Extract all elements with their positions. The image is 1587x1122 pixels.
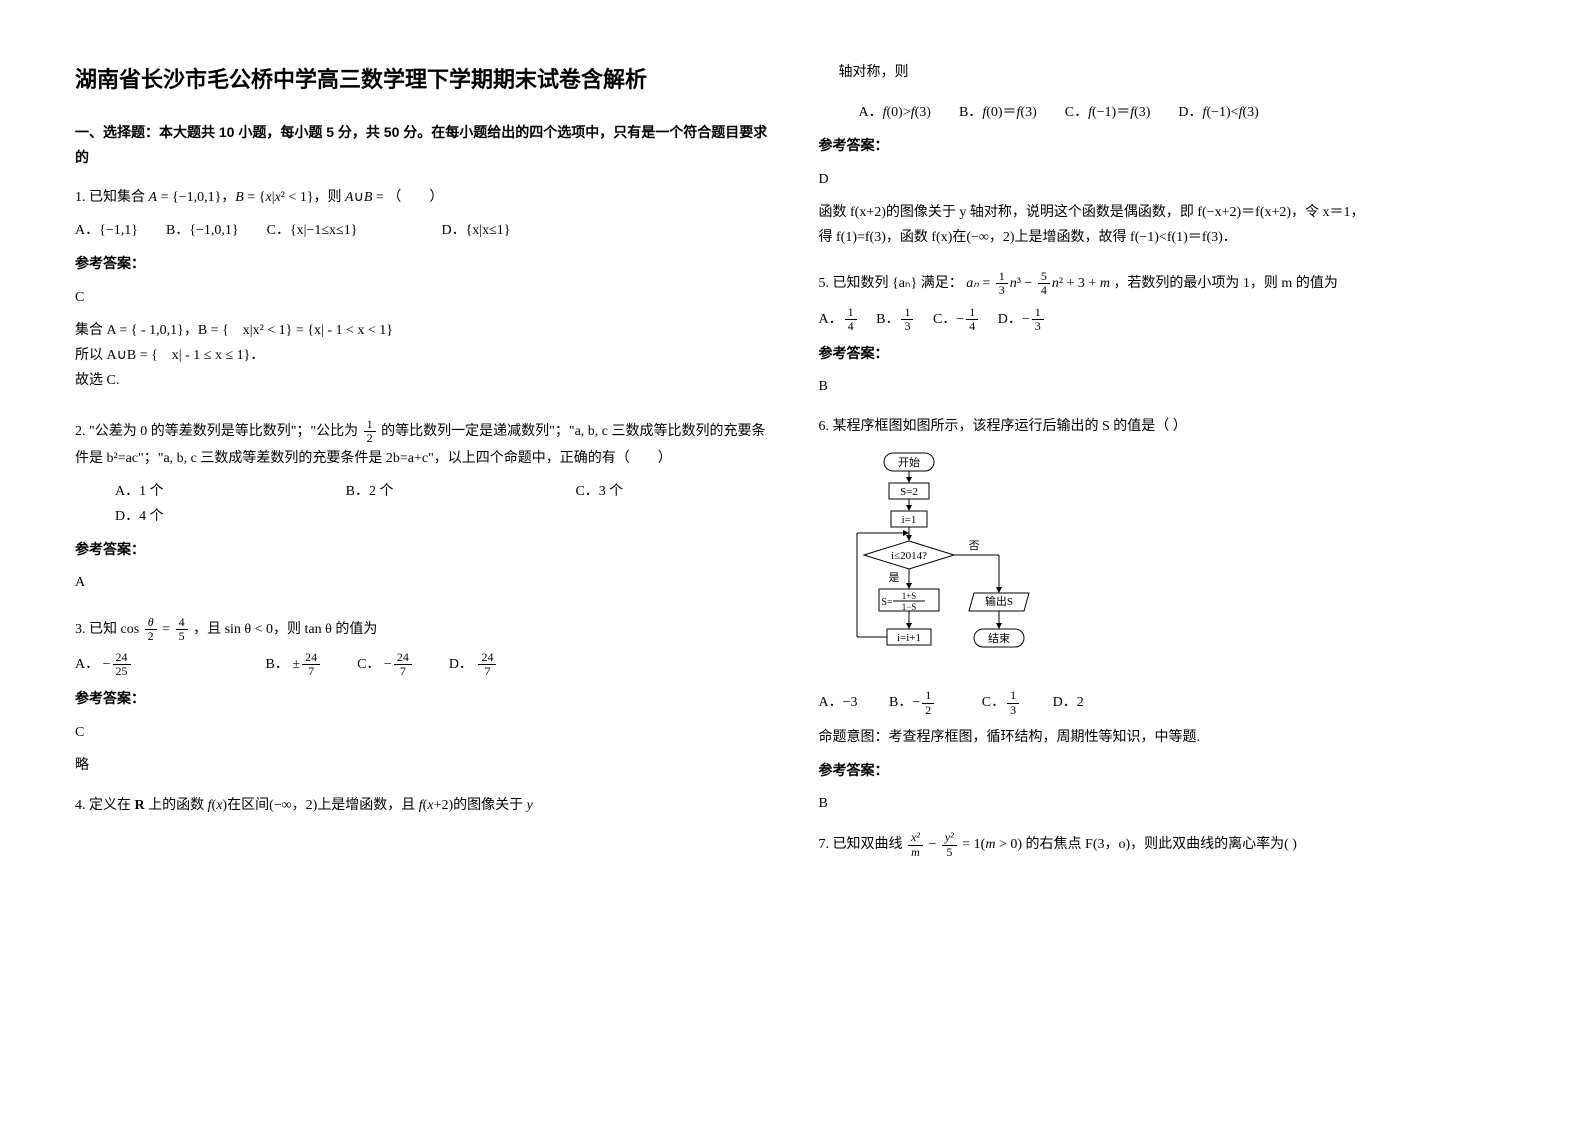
frac-2425-icon: 2425: [113, 651, 131, 678]
frac-14-icon: 14: [845, 306, 857, 333]
frac-13-icon: 13: [996, 270, 1008, 297]
svg-text:1+S: 1+S: [901, 591, 916, 601]
q3-options: A． −2425 B． ±247 C． −247 D． 247: [75, 651, 769, 678]
q6-opt-a: A．−3: [819, 695, 858, 710]
frac-13c-icon: 13: [1032, 306, 1044, 333]
fc-iinit: i=1: [901, 514, 916, 526]
frac-54-icon: 54: [1038, 270, 1050, 297]
q2-stem: 2. "公差为 0 的等差数列是等比数列"；"公比为 12 的等比数列一定是递减…: [75, 418, 769, 471]
frac-13d-icon: 13: [1007, 689, 1019, 716]
q5-options: A．14 B．13 C．−14 D．−13: [819, 306, 1513, 333]
q1-text: 1. 已知集合 A = {−1,0,1}，B = {x|x² < 1}，则 A∪…: [75, 190, 443, 205]
q6-answer-label: 参考答案：: [819, 758, 1513, 783]
fc-cond: i≤2014?: [891, 550, 927, 562]
frac-theta2-icon: θ2: [145, 616, 157, 643]
q3-opt-c: C．: [357, 657, 380, 672]
q1-answer: C: [75, 285, 769, 310]
q6-stem: 6. 某程序框图如图所示，该程序运行后输出的 S 的值是（ ）: [819, 414, 1513, 439]
fc-out: 输出S: [984, 594, 1012, 608]
fc-start: 开始: [898, 455, 920, 469]
q5-stem: 5. 已知数列 {aₙ} 满足： aₙ = 13n³ − 54n² + 3 + …: [819, 270, 1513, 297]
fc-end: 结束: [988, 632, 1010, 645]
svg-text:S=: S=: [881, 597, 893, 608]
q1-options: A．{−1,1} B．{−1,0,1} C．{x|−1≤x≤1} D．{x|x≤…: [75, 218, 769, 243]
q4-stem-left: 4. 定义在 R 上的函数 f(x)在区间(−∞，2)上是增函数，且 f(x+2…: [75, 793, 769, 818]
q3-opt-b: B．: [266, 657, 289, 672]
q6-note: 命题意图：考查程序框图，循环结构，周期性等知识，中等题.: [819, 725, 1513, 750]
q5-answer: B: [819, 374, 1513, 399]
q4-options: A．f(0)>f(3) B．f(0)＝f(3) C．f(−1)＝f(3) D．f…: [859, 100, 1513, 125]
frac-247a-icon: 247: [302, 651, 320, 678]
q4-exp1: 函数 f(x+2)的图像关于 y 轴对称，说明这个函数是偶函数，即 f(−x+2…: [819, 200, 1513, 225]
q3-text-a: 3. 已知 cos: [75, 622, 139, 637]
q3-opt-d: D．: [449, 657, 473, 672]
frac-12-icon: 12: [922, 689, 934, 716]
q3-exp: 略: [75, 753, 769, 778]
q6-options: A．−3 B．−12 C．13 D．2: [819, 689, 1513, 716]
q6-opt-c: C．: [982, 695, 1005, 710]
page-title: 湖南省长沙市毛公桥中学高三数学理下学期期末试卷含解析: [75, 60, 769, 100]
q3-text-b: ，且 sin θ < 0，则 tan θ 的值为: [193, 622, 377, 637]
frac-45-icon: 45: [176, 616, 188, 643]
frac-y25-icon: y²5: [942, 831, 957, 858]
q7-text-a: 7. 已知双曲线: [819, 837, 907, 852]
q6-answer: B: [819, 791, 1513, 816]
frac-247c-icon: 247: [478, 651, 496, 678]
q2-answer: A: [75, 570, 769, 595]
svg-text:1−S: 1−S: [901, 602, 916, 612]
q4-answer-label: 参考答案：: [819, 133, 1513, 158]
q5-text-b: ，若数列的最小项为 1，则 m 的值为: [1113, 276, 1337, 291]
fc-no: 否: [968, 540, 979, 552]
q2-options: A．1 个 B．2 个 C．3 个 D．4 个: [115, 479, 769, 529]
q2-text-a: 2. "公差为 0 的等差数列是等比数列"；"公比为: [75, 424, 362, 439]
fc-yes: 是: [888, 571, 899, 584]
q1-answer-label: 参考答案：: [75, 251, 769, 276]
frac-half-icon: 12: [364, 418, 376, 445]
q1-stem: 1. 已知集合 A = {−1,0,1}，B = {x|x² < 1}，则 A∪…: [75, 185, 769, 210]
q6-opt-d: D．2: [1053, 695, 1084, 710]
frac-13b-icon: 13: [901, 306, 913, 333]
q1-exp2: 所以 A∪B = { x| - 1 ≤ x ≤ 1}．: [75, 343, 769, 368]
q4-answer: D: [819, 167, 1513, 192]
right-column: 轴对称，则 A．f(0)>f(3) B．f(0)＝f(3) C．f(−1)＝f(…: [794, 60, 1538, 1082]
q3-stem: 3. 已知 cos θ2 = 45 ，且 sin θ < 0，则 tan θ 的…: [75, 616, 769, 643]
q5-answer-label: 参考答案：: [819, 341, 1513, 366]
left-column: 湖南省长沙市毛公桥中学高三数学理下学期期末试卷含解析 一、选择题：本大题共 10…: [50, 60, 794, 1082]
q1-exp1: 集合 A = { - 1,0,1}，B = { x|x² < 1} = {x| …: [75, 318, 769, 343]
frac-x2m-icon: x²m: [908, 831, 923, 858]
frac-14b-icon: 14: [966, 306, 978, 333]
q3-opt-a: A．: [75, 657, 99, 672]
fc-inc: i=i+1: [896, 632, 920, 644]
q3-answer: C: [75, 720, 769, 745]
q2-answer-label: 参考答案：: [75, 537, 769, 562]
q4-stem-right: 轴对称，则: [839, 60, 1513, 85]
q5-text-a: 5. 已知数列 {aₙ} 满足：: [819, 276, 963, 291]
q7-stem: 7. 已知双曲线 x²m − y²5 = 1(m > 0) 的右焦点 F(3，o…: [819, 831, 1513, 858]
frac-247b-icon: 247: [394, 651, 412, 678]
q4-exp2: 得 f(1)=f(3)，函数 f(x)在(−∞，2)上是增函数，故得 f(−1)…: [819, 225, 1513, 250]
flowchart-icon: 开始 S=2 i=1 i≤2014? 是 否 1+S S= 1−S i=i+1: [819, 449, 1059, 679]
section1-header: 一、选择题：本大题共 10 小题，每小题 5 分，共 50 分。在每小题给出的四…: [75, 120, 769, 170]
fc-sinit: S=2: [900, 486, 918, 498]
q3-answer-label: 参考答案：: [75, 686, 769, 711]
q1-exp3: 故选 C.: [75, 368, 769, 393]
q6-opt-b: B．−: [889, 695, 920, 710]
q7-text-b: 的右焦点 F(3，o)，则此双曲线的离心率为( ): [1026, 837, 1297, 852]
